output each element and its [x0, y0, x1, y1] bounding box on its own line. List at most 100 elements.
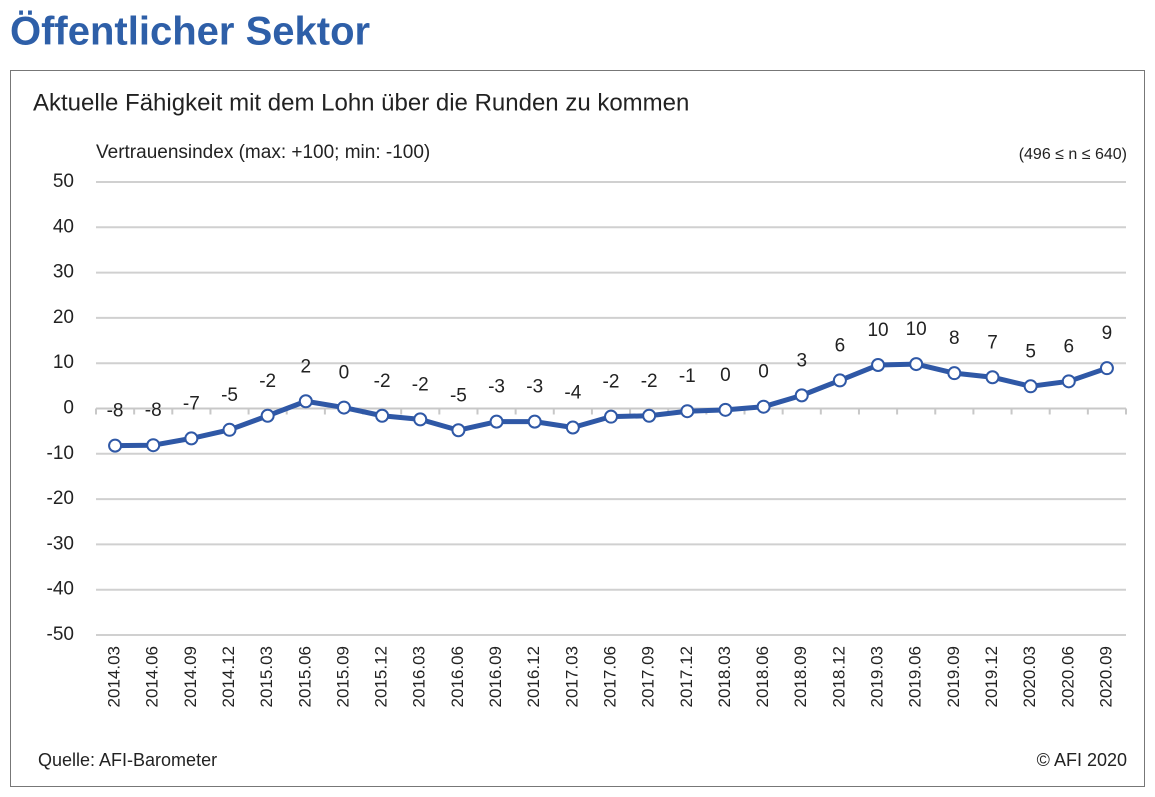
data-point	[947, 366, 962, 381]
x-tick-label: 2014.06	[143, 646, 162, 707]
data-label: 6	[835, 335, 846, 356]
chart-frame	[10, 70, 1145, 787]
y-tick-label: -50	[47, 624, 74, 645]
y-axis-label: Vertrauensindex (max: +100; min: -100)	[96, 142, 430, 163]
data-label: -2	[412, 374, 429, 395]
x-tick-label: 2017.12	[677, 646, 696, 707]
data-label: 8	[949, 328, 960, 349]
data-point	[604, 409, 618, 424]
x-tick-label: 2018.06	[753, 646, 772, 707]
sample-note: (496 ≤ n ≤ 640)	[1019, 146, 1127, 163]
x-tick-label: 2019.03	[868, 646, 887, 707]
x-tick-label: 2019.09	[944, 646, 963, 707]
data-point	[527, 414, 542, 429]
data-label: 3	[796, 350, 807, 371]
x-tick-label: 2016.03	[410, 646, 429, 707]
data-label: -5	[450, 385, 467, 406]
x-tick-label: 2015.09	[333, 646, 352, 707]
data-label: -3	[488, 377, 505, 398]
data-point	[1023, 379, 1038, 394]
data-point	[413, 412, 428, 427]
x-tick-label: 2020.06	[1058, 646, 1077, 707]
y-tick-label: 20	[53, 307, 74, 328]
copyright: © AFI 2020	[1037, 750, 1127, 770]
data-label: 0	[339, 363, 350, 384]
y-tick-label: 40	[53, 216, 74, 237]
data-label: 2	[301, 356, 312, 377]
x-tick-label: 2020.03	[1020, 646, 1039, 707]
data-label: -2	[641, 371, 658, 392]
y-tick-label: -20	[47, 488, 74, 509]
x-tick-label: 2015.06	[295, 646, 314, 707]
data-point	[909, 357, 924, 372]
data-label: 6	[1063, 336, 1074, 357]
x-tick-label: 2015.03	[257, 646, 276, 707]
data-label: 10	[867, 320, 888, 341]
data-point	[642, 408, 657, 423]
data-point	[871, 358, 886, 373]
x-tick-label: 2018.12	[829, 646, 848, 707]
data-label: 10	[906, 319, 927, 340]
page-title: Öffentlicher Sektor	[10, 9, 370, 54]
x-tick-label: 2017.03	[562, 646, 581, 707]
data-point	[451, 423, 466, 438]
x-tick-label: 2017.06	[600, 646, 619, 707]
data-label: -1	[679, 366, 696, 387]
x-tick-label: 2018.03	[715, 646, 734, 707]
y-tick-label: 30	[53, 262, 74, 283]
data-point	[718, 402, 733, 417]
data-label: -8	[107, 401, 124, 422]
data-point	[336, 400, 351, 415]
data-label: 5	[1025, 341, 1036, 362]
data-label: 0	[758, 362, 769, 383]
data-point	[260, 408, 275, 423]
data-label: -5	[221, 385, 238, 406]
y-tick-label: 0	[63, 398, 74, 419]
data-label: -2	[603, 372, 620, 393]
data-label: -2	[374, 371, 391, 392]
data-point	[832, 373, 847, 388]
data-point	[565, 420, 580, 435]
data-point	[680, 404, 695, 419]
data-point	[184, 431, 199, 446]
data-point	[108, 438, 123, 453]
data-point	[794, 388, 809, 403]
data-label: -7	[183, 393, 200, 414]
y-tick-label: -30	[47, 533, 74, 554]
y-tick-label: -10	[47, 443, 74, 464]
x-tick-label: 2019.06	[906, 646, 925, 707]
data-label: 0	[720, 365, 731, 386]
x-tick-label: 2016.09	[486, 646, 505, 707]
data-label: -8	[145, 400, 162, 421]
data-label: 7	[987, 332, 998, 353]
x-tick-label: 2018.09	[791, 646, 810, 707]
data-point	[1099, 361, 1114, 376]
y-tick-label: 10	[53, 352, 74, 373]
chart-title: Aktuelle Fähigkeit mit dem Lohn über die…	[33, 89, 689, 116]
x-tick-label: 2014.03	[105, 646, 124, 707]
y-tick-label: 50	[53, 171, 74, 192]
x-tick-label: 2017.09	[639, 646, 658, 707]
data-label: 9	[1102, 323, 1113, 344]
data-point	[756, 399, 771, 414]
data-point	[985, 370, 1000, 385]
data-point	[146, 438, 161, 453]
y-tick-label: -40	[47, 579, 74, 600]
source: Quelle: AFI-Barometer	[38, 750, 217, 770]
data-point	[1061, 374, 1076, 389]
x-tick-label: 2014.09	[181, 646, 200, 707]
data-point	[298, 394, 313, 409]
data-point	[222, 422, 237, 437]
x-tick-label: 2016.06	[448, 646, 467, 707]
x-tick-label: 2019.12	[982, 646, 1001, 707]
x-tick-label: 2016.12	[524, 646, 543, 707]
data-label: -2	[259, 371, 276, 392]
x-tick-label: 2014.12	[219, 646, 238, 707]
data-point	[489, 414, 504, 429]
x-tick-label: 2015.12	[372, 646, 391, 707]
data-point	[375, 408, 390, 423]
data-label: -3	[526, 377, 543, 398]
x-tick-label: 2020.09	[1096, 646, 1115, 707]
data-label: -4	[564, 383, 581, 404]
